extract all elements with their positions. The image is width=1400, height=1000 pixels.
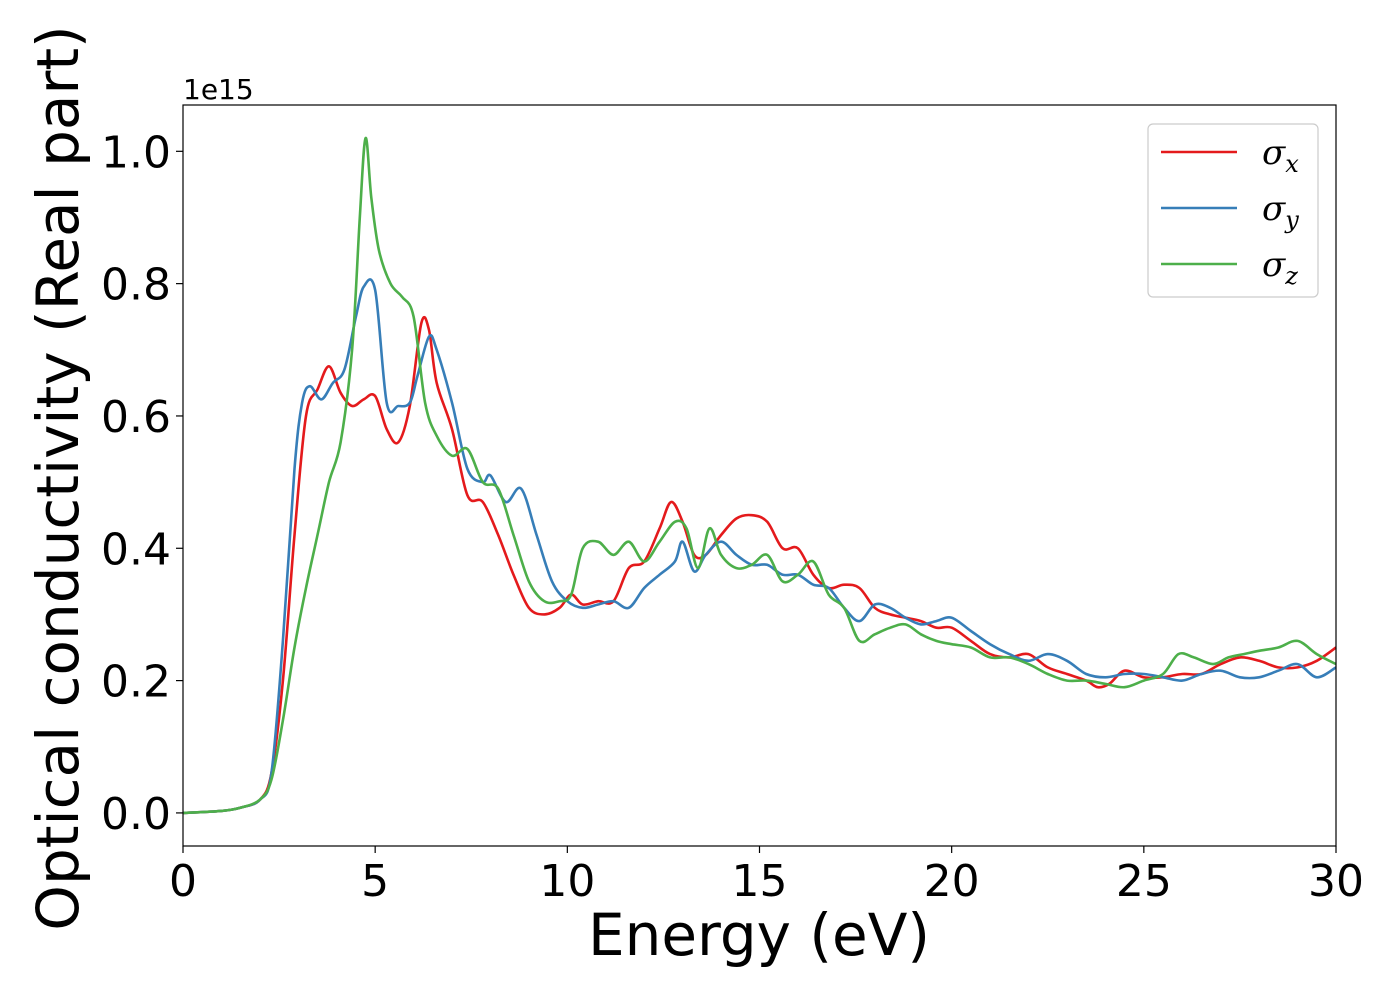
legend-symbol: σ [1262,189,1286,229]
x-tick-label: 15 [732,856,788,907]
legend-label-z: σz [1262,245,1298,290]
x-tick-label: 30 [1308,856,1364,907]
legend-label-x: σx [1262,133,1299,178]
y-tick-label: 0.8 [101,260,171,311]
x-tick-label: 10 [539,856,595,907]
series-layer [182,136,1337,815]
x-tick-label: 25 [1116,856,1172,907]
x-axis: 0 5 10 15 20 25 30 [169,846,1364,907]
y-tick-label: 0.4 [101,524,171,575]
legend-symbol: σ [1262,245,1286,285]
y-offset-label: 1e15 [183,73,254,106]
x-tick-label: 20 [924,856,980,907]
legend-label-y: σy [1262,189,1299,234]
x-tick-label: 5 [361,856,389,907]
y-axis: 0.0 0.2 0.4 0.6 0.8 1.0 [101,127,183,840]
series-line-y [182,278,1337,815]
y-tick-label: 0.2 [101,657,171,708]
y-tick-label: 1.0 [101,127,171,178]
legend-symbol: σ [1262,133,1286,173]
x-tick-label: 0 [169,856,197,907]
x-axis-title: Energy (eV) [588,901,930,969]
y-tick-label: 0.0 [101,789,171,840]
legend-subscript: y [1284,206,1299,234]
series-line-z [182,136,1337,815]
legend-subscript: x [1285,150,1299,178]
legend-subscript: z [1284,262,1298,290]
legend-frame [1147,123,1319,298]
y-tick-label: 0.6 [101,392,171,443]
y-axis-title: Optical conductivity (Real part) [24,25,92,930]
